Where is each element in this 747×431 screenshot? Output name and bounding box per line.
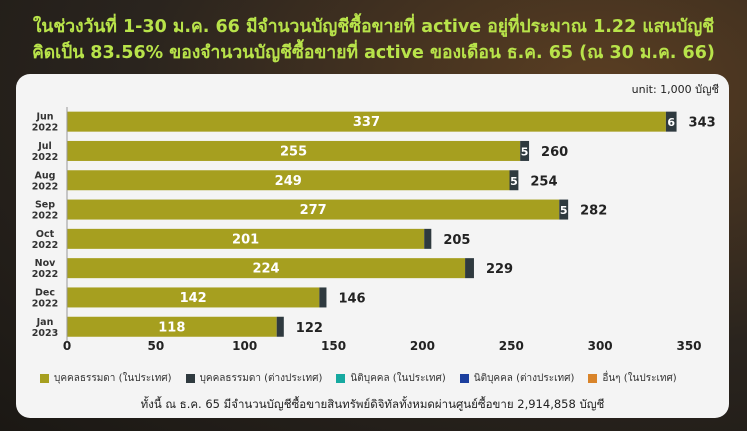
x-tick-label: 150	[321, 339, 346, 353]
bar-foreign	[319, 287, 327, 308]
x-tick-label: 50	[148, 339, 165, 353]
data-label-domestic: 255	[280, 144, 307, 159]
bar-foreign	[520, 140, 530, 161]
footnote: ทั้งนี้ ณ ธ.ค. 65 มีจำนวนบัญชีซื้อขายสิน…	[140, 397, 605, 411]
legend-label: นิติบุคคล (ในประเทศ)	[350, 373, 446, 384]
total-label: 282	[580, 204, 607, 219]
data-label-domestic: 249	[275, 174, 302, 189]
legend-swatch	[336, 374, 346, 383]
x-tick-label: 200	[410, 339, 435, 353]
data-label-domestic: 118	[158, 320, 185, 335]
data-label-domestic: 337	[353, 115, 380, 130]
data-label-foreign: 5	[521, 145, 529, 158]
category-label: Jun 2022	[32, 112, 58, 134]
total-label: 260	[541, 145, 568, 160]
bar-foreign	[465, 258, 474, 279]
total-label: 205	[443, 233, 470, 248]
x-tick-label: 300	[588, 339, 613, 353]
bar-foreign	[509, 170, 519, 191]
chart-legend: บุคคลธรรมดา (ในประเทศ) บุคคลธรรมดา (ต่างป…	[40, 371, 730, 386]
page-title: ในช่วงวันที่ 1-30 ม.ค. 66 มีจำนวนบัญชีซื…	[0, 14, 747, 66]
total-label: 229	[486, 262, 513, 277]
legend-swatch	[40, 374, 49, 383]
title-line-1: ในช่วงวันที่ 1-30 ม.ค. 66 มีจำนวนบัญชีซื…	[32, 17, 715, 37]
legend-label: บุคคลธรรมดา (ในประเทศ)	[54, 373, 172, 384]
bar-domestic	[67, 258, 466, 279]
category-label: Dec 2022	[32, 287, 58, 309]
data-label-foreign: 6	[667, 116, 675, 129]
bar-foreign	[559, 199, 569, 220]
legend-label: บุคคลธรรมดา (ต่างประเทศ)	[199, 373, 323, 384]
category-label: Jul 2022	[32, 141, 58, 163]
legend-swatch	[185, 374, 195, 383]
title-line-2: คิดเป็น 83.56% ของจำนวนบัญชีซื้อขายที่ a…	[32, 43, 715, 63]
x-tick-label: 0	[63, 339, 71, 353]
category-label: Nov 2022	[32, 258, 58, 280]
category-label: Aug 2022	[32, 170, 58, 192]
category-label: Sep 2022	[32, 200, 58, 222]
data-label-domestic: 201	[232, 232, 259, 247]
legend-label: นิติบุคคล (ต่างประเทศ)	[473, 373, 575, 384]
total-label: 343	[689, 116, 716, 131]
total-label: 122	[296, 321, 323, 336]
bar-domestic	[67, 170, 510, 191]
legend-swatch	[459, 374, 469, 383]
data-label-domestic: 224	[252, 262, 279, 277]
x-tick-label: 350	[676, 339, 701, 353]
legend-item: บุคคลธรรมดา (ในประเทศ)	[40, 371, 172, 386]
bar-foreign	[276, 316, 284, 337]
bar-domestic	[67, 316, 277, 337]
category-label: Jan 2023	[32, 317, 58, 339]
bar-domestic	[67, 111, 666, 132]
data-label-foreign: 5	[560, 204, 568, 217]
legend-item: บุคคลธรรมดา (ต่างประเทศ)	[185, 371, 323, 386]
category-label: Oct 2022	[32, 229, 58, 251]
chart-card: unit: 1,000 บัญชี Jun 2022 337 6 343 Jul 2022 2…	[16, 74, 729, 418]
total-label: 146	[338, 291, 365, 306]
bar-domestic	[67, 228, 425, 249]
legend-item: นิติบุคคล (ในประเทศ)	[336, 371, 446, 386]
bar-domestic	[67, 199, 560, 220]
bar-domestic	[67, 140, 521, 161]
bar-domestic	[67, 287, 320, 308]
total-label: 254	[530, 174, 557, 189]
x-tick-label: 100	[232, 339, 257, 353]
legend-swatch	[588, 374, 598, 383]
bar-foreign	[424, 228, 432, 249]
bar-foreign	[665, 111, 677, 132]
unit-label: unit: 1,000 บัญชี	[631, 83, 719, 96]
data-label-domestic: 142	[180, 291, 207, 306]
data-label-domestic: 277	[300, 203, 327, 218]
legend-label: อื่นๆ (ในประเทศ)	[602, 373, 677, 384]
legend-item: นิติบุคคล (ต่างประเทศ)	[459, 371, 575, 386]
legend-item: อื่นๆ (ในประเทศ)	[588, 371, 677, 386]
data-label-foreign: 5	[510, 175, 518, 188]
x-tick-label: 250	[499, 339, 524, 353]
